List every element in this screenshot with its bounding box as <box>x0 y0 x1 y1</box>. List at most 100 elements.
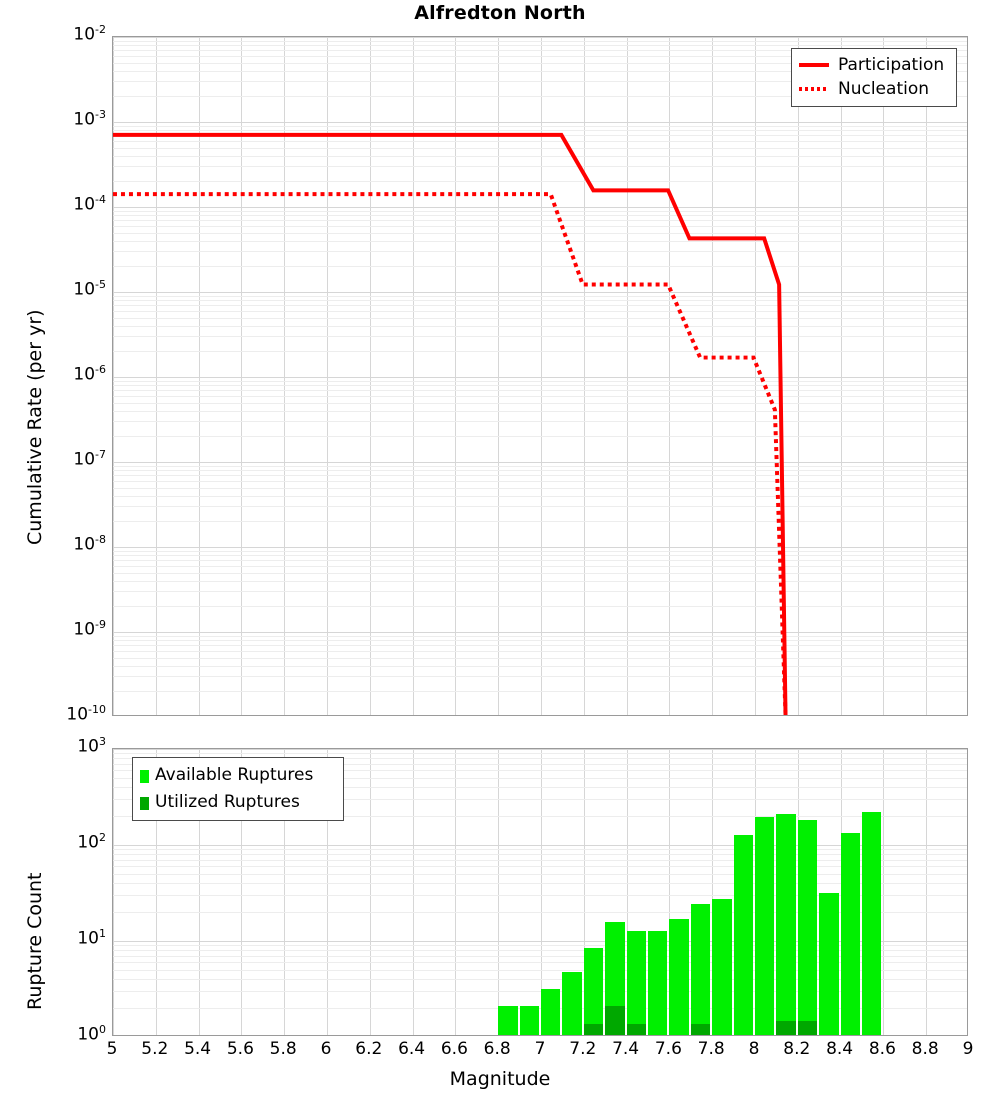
gridline-v <box>541 37 542 715</box>
gridline-v <box>755 37 756 715</box>
rupture-bar <box>733 835 753 1035</box>
rupture-bar <box>776 814 796 1035</box>
gridline-v <box>241 37 242 715</box>
available-segment <box>776 814 796 1035</box>
gridline-h-major <box>113 941 967 942</box>
gridline-h-minor <box>113 591 967 592</box>
gridline-h-minor <box>113 215 967 216</box>
gridline-h-minor <box>113 211 967 212</box>
rupture-bar <box>519 1006 539 1035</box>
rupture-bar <box>648 931 668 1035</box>
gridline-h-minor <box>113 241 967 242</box>
series-nucleation <box>113 192 788 715</box>
rupture-bar <box>862 812 882 1035</box>
gridline-h-minor <box>113 141 967 142</box>
gridline-h-minor <box>113 606 967 607</box>
color-swatch-icon <box>138 796 152 810</box>
available-segment <box>755 817 775 1035</box>
gridline-v <box>584 37 585 715</box>
x-tick-0: 5 <box>106 1039 118 1059</box>
gridline-h-major <box>113 749 967 750</box>
gridline-h-minor <box>113 676 967 677</box>
gridline-h-minor <box>113 691 967 692</box>
gridline-h-minor <box>113 778 967 779</box>
utilized-segment <box>605 1006 625 1035</box>
gridline-h-minor <box>113 521 967 522</box>
rupture-bar <box>690 904 711 1035</box>
x-axis-label: Magnitude <box>449 1068 551 1090</box>
gridline-h-major <box>113 122 967 123</box>
x-tick-13: 7.6 <box>654 1039 682 1059</box>
gridline-h-minor <box>113 390 967 391</box>
gridline-v <box>498 749 499 1035</box>
available-segment <box>541 989 561 1035</box>
available-segment <box>519 1006 539 1035</box>
gridline-v <box>284 37 285 715</box>
gridline-h-minor <box>113 488 967 489</box>
rupture-bar <box>669 919 689 1035</box>
bottom-y-tick-3: 100 <box>77 1023 106 1045</box>
gridline-v <box>926 749 927 1035</box>
gridline-h-minor <box>113 866 967 867</box>
gridline-v <box>883 749 884 1035</box>
gridline-v <box>199 749 200 1035</box>
top-curves <box>113 132 788 715</box>
available-segment <box>583 948 604 1035</box>
gridline-h-minor <box>113 787 967 788</box>
gridline-v <box>156 749 157 1035</box>
gridline-v <box>370 37 371 715</box>
gridline-h-minor <box>113 296 967 297</box>
x-tick-20: 9 <box>962 1039 974 1059</box>
legend-label: Participation <box>838 54 945 75</box>
gridline-v <box>241 749 242 1035</box>
gridline-v <box>841 37 842 715</box>
gridline-h-minor <box>113 962 967 963</box>
gridline-h-major <box>113 632 967 633</box>
available-segment <box>498 1006 518 1035</box>
gridline-h-minor <box>113 912 967 913</box>
gridline-v <box>669 749 670 1035</box>
x-tick-6: 6.2 <box>355 1039 383 1059</box>
gridline-v <box>413 37 414 715</box>
x-tick-17: 8.4 <box>826 1039 854 1059</box>
gridline-h-minor <box>113 799 967 800</box>
gridline-v <box>712 749 713 1035</box>
gridline-h-minor <box>113 126 967 127</box>
gridline-h-minor <box>113 156 967 157</box>
gridline-v <box>199 37 200 715</box>
gridline-h-minor <box>113 45 967 46</box>
rupture-bar <box>819 893 839 1035</box>
gridline-h-minor <box>113 351 967 352</box>
gridline-h-minor <box>113 854 967 855</box>
gridline-v <box>541 749 542 1035</box>
x-tick-19: 8.8 <box>911 1039 939 1059</box>
gridline-h-minor <box>113 506 967 507</box>
gridline-h-minor <box>113 318 967 319</box>
legend-item-0: Participation <box>798 53 948 77</box>
available-segment <box>797 819 818 1035</box>
gridline-h-minor <box>113 220 967 221</box>
top-y-tick-0: 10-2 <box>73 23 106 45</box>
gridline-v <box>113 749 114 1035</box>
available-segment <box>690 904 711 1035</box>
gridline-v <box>712 37 713 715</box>
gridline-h-minor <box>113 1008 967 1009</box>
top-gridlines <box>113 37 967 715</box>
gridline-h-minor <box>113 860 967 861</box>
x-tick-11: 7.2 <box>569 1039 597 1059</box>
gridline-h-major <box>113 547 967 548</box>
x-tick-16: 8.2 <box>783 1039 811 1059</box>
legend-item-0: Available Ruptures <box>138 762 333 789</box>
gridline-v <box>370 749 371 1035</box>
rupture-bar <box>797 819 818 1035</box>
gridline-v <box>627 749 628 1035</box>
gridline-h-minor <box>113 436 967 437</box>
gridline-h-minor <box>113 758 967 759</box>
gridline-v <box>455 749 456 1035</box>
x-tick-14: 7.8 <box>697 1039 725 1059</box>
gridline-v <box>284 749 285 1035</box>
x-tick-18: 8.6 <box>868 1039 896 1059</box>
utilized-segment <box>797 1021 818 1035</box>
gridline-h-major <box>113 37 967 38</box>
